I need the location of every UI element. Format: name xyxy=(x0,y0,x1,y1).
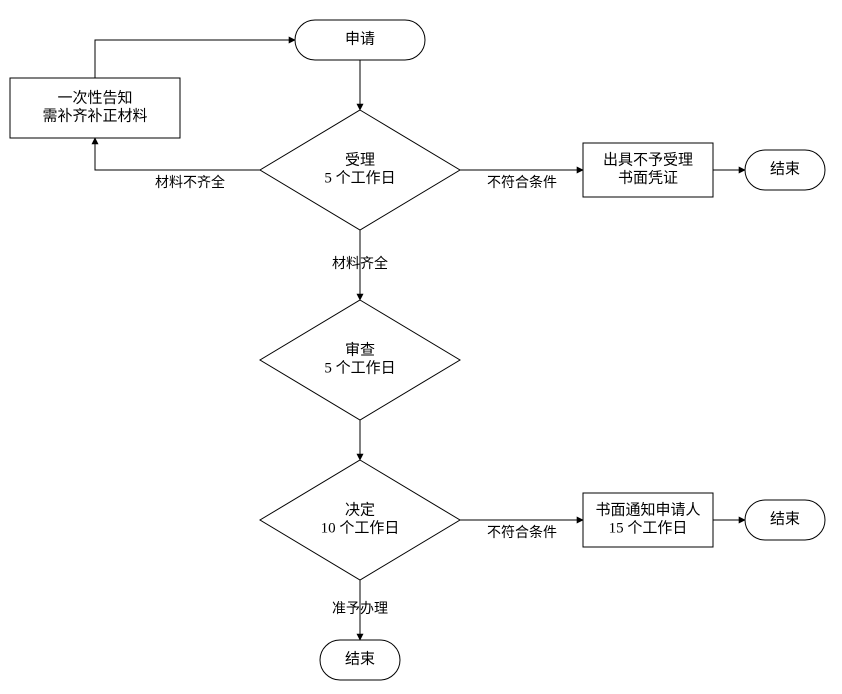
node-apply-line0: 申请 xyxy=(345,30,375,47)
node-review-line0: 审查 xyxy=(345,341,375,358)
node-notify_once-line1: 需补齐补正材料 xyxy=(42,107,147,124)
node-accept-line0: 受理 xyxy=(345,151,375,168)
edge-accept-notify_once xyxy=(95,138,260,170)
node-decide-line0: 决定 xyxy=(345,501,375,518)
node-review-line1: 5 个工作日 xyxy=(324,359,395,376)
node-accept-line1: 5 个工作日 xyxy=(324,169,395,186)
flowchart-canvas: 材料不齐全不符合条件材料齐全不符合条件准予办理申请一次性告知需补齐补正材料受理5… xyxy=(0,0,842,694)
node-end2-line0: 结束 xyxy=(770,510,800,527)
node-reject_doc-line1: 书面凭证 xyxy=(618,169,678,186)
node-end3-line0: 结束 xyxy=(345,650,375,667)
node-end1-line0: 结束 xyxy=(770,160,800,177)
edge-label-decide-end3: 准予办理 xyxy=(332,601,388,617)
node-notify_once-line0: 一次性告知 xyxy=(57,89,132,106)
node-decide-line1: 10 个工作日 xyxy=(321,519,400,536)
node-notify_app-line0: 书面通知申请人 xyxy=(595,501,700,518)
edge-notify_once-apply xyxy=(95,40,295,78)
edge-label-accept-notify_once: 材料不齐全 xyxy=(155,174,225,191)
edge-label-accept-reject_doc: 不符合条件 xyxy=(487,174,557,191)
edge-label-decide-notify_app: 不符合条件 xyxy=(487,524,557,541)
node-reject_doc-line0: 出具不予受理 xyxy=(603,151,693,168)
node-notify_app-line1: 15 个工作日 xyxy=(609,519,688,536)
edge-label-accept-review: 材料齐全 xyxy=(332,255,388,272)
